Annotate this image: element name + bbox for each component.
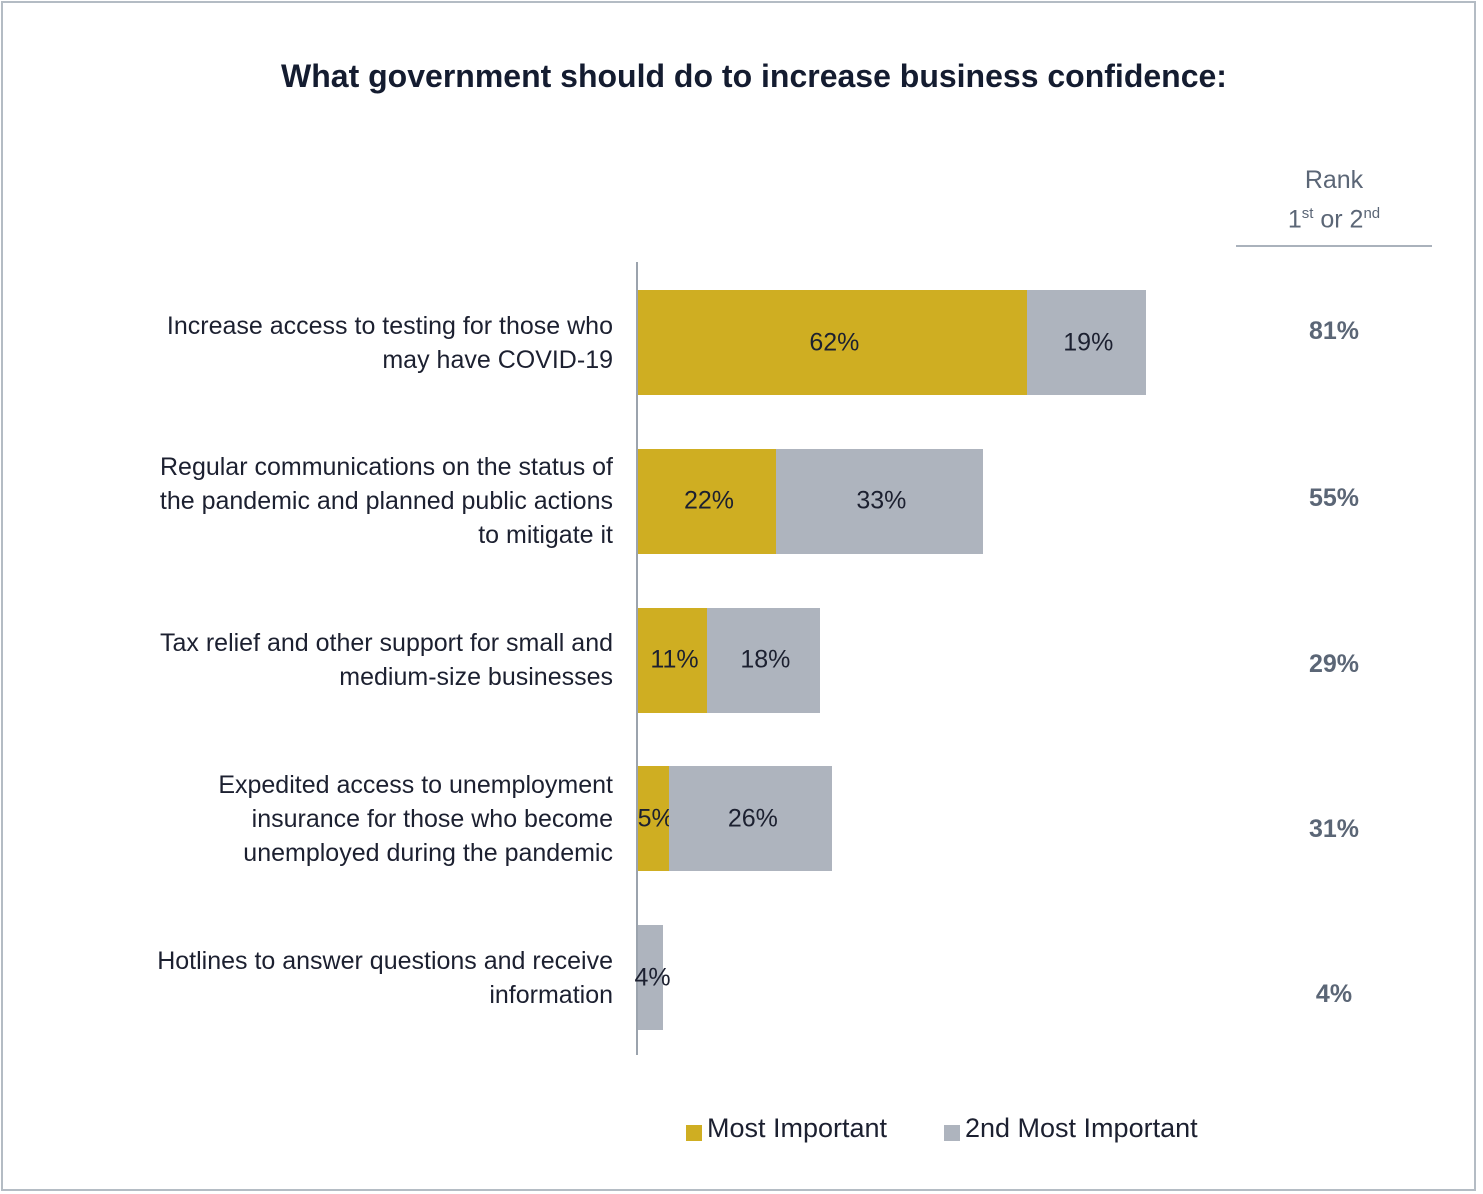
legend-label: 2nd Most Important	[965, 1113, 1198, 1143]
bar-most-important	[638, 448, 776, 554]
bar-data-label: 11%	[650, 645, 699, 674]
category-label-line: Increase access to testing for those who	[166, 311, 613, 340]
category-label: Hotlines to answer questions and receive…	[53, 944, 613, 1012]
rank-value: 81%	[1308, 317, 1360, 345]
bar-second-most-important	[1026, 290, 1146, 395]
bar-data-label: 5%	[637, 804, 674, 833]
category-label-line: the pandemic and planned public actions	[159, 487, 613, 516]
bar-data-label: 4%	[634, 963, 671, 991]
bar-data-label: 33%	[856, 486, 907, 515]
category-label-line: information	[489, 980, 613, 1009]
rank-header-line1: Rank	[1304, 166, 1364, 194]
legend-label: Most Important	[707, 1113, 888, 1143]
bar-second-most-important	[669, 766, 833, 872]
category-label: Regular communications on the status of t…	[53, 450, 613, 552]
rank-value: 55%	[1308, 483, 1360, 512]
category-axis-line	[636, 262, 638, 1055]
bar-most-important	[638, 766, 670, 872]
category-label-line: to mitigate it	[478, 521, 613, 550]
category-label-line: insurance for those who become	[251, 804, 613, 833]
bar-most-important	[638, 607, 707, 713]
rank-header-rule	[1236, 245, 1432, 247]
category-label-line: Tax relief and other support for small a…	[159, 629, 613, 657]
category-label: Expedited access to unemployment insuranc…	[53, 768, 613, 870]
rank-header-line2: 1st or 2nd	[1287, 205, 1381, 234]
category-label-line: medium-size businesses	[339, 663, 613, 691]
category-label-line: Expedited access to unemployment	[218, 770, 613, 799]
legend-swatch	[686, 1125, 702, 1141]
bar-second-most-important	[775, 448, 983, 554]
bar-second-most-important	[638, 925, 664, 1030]
bar-data-label: 22%	[683, 486, 734, 515]
category-label-line: Regular communications on the status of	[159, 453, 613, 482]
category-label-line: unemployed during the pandemic	[243, 838, 613, 867]
bar-most-important	[638, 290, 1027, 395]
category-label-line: Hotlines to answer questions and receive	[157, 946, 613, 975]
category-label: Tax relief and other support for small a…	[53, 626, 613, 694]
bar-data-label: 18%	[740, 645, 791, 674]
legend-swatch	[944, 1125, 960, 1141]
bar-second-most-important	[706, 607, 820, 713]
rank-value: 31%	[1308, 815, 1360, 844]
rank-value: 29%	[1308, 649, 1360, 678]
category-label-line: may have COVID-19	[382, 345, 613, 374]
rank-value: 4%	[1315, 980, 1353, 1008]
bar-data-label: 26%	[727, 804, 778, 833]
category-label: Increase access to testing for those who…	[53, 309, 613, 377]
bar-data-label: 62%	[809, 328, 860, 356]
rank-header: Rank 1st or 2nd	[1236, 163, 1432, 236]
chart-title: What government should do to increase bu…	[281, 58, 1227, 94]
bar-data-label: 19%	[1063, 328, 1114, 356]
